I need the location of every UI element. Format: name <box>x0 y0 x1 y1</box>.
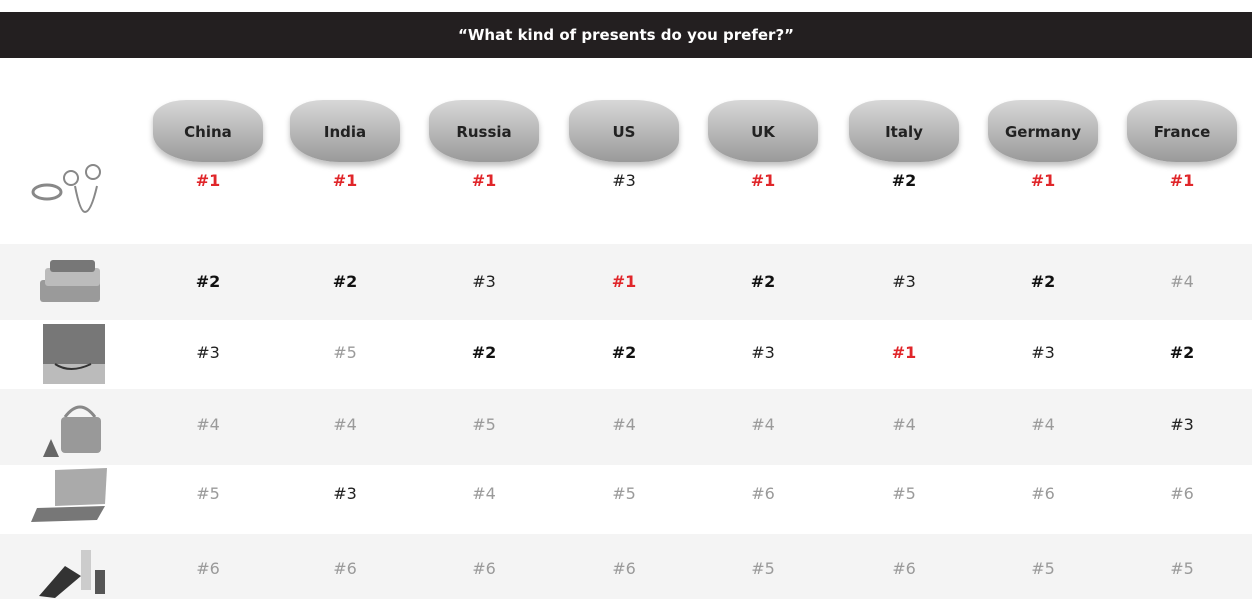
rank: #5 <box>1170 559 1194 578</box>
rank: #5 <box>751 559 775 578</box>
rank: #1 <box>611 272 637 291</box>
rank: #6 <box>892 559 916 578</box>
rank: #5 <box>612 484 636 503</box>
rank: #4 <box>472 484 496 503</box>
row-band <box>0 244 1252 320</box>
rank: #1 <box>471 171 497 190</box>
country-name: UK <box>751 123 775 141</box>
row-band <box>0 534 1252 599</box>
rank: #5 <box>472 415 496 434</box>
country-map <box>290 100 400 162</box>
rank: #2 <box>1030 272 1056 291</box>
rank: #6 <box>612 559 636 578</box>
country-map <box>988 100 1098 162</box>
rank: #4 <box>892 415 916 434</box>
rank: #3 <box>333 484 357 503</box>
jewelry-icon <box>31 164 101 214</box>
rank: #4 <box>1170 272 1194 291</box>
title: “What kind of presents do you prefer?” <box>0 12 1252 58</box>
handbag-icon <box>43 405 101 457</box>
rank: #2 <box>891 171 917 190</box>
rank: #1 <box>750 171 776 190</box>
rank: #6 <box>333 559 357 578</box>
country-map <box>569 100 679 162</box>
rank: #3 <box>892 272 916 291</box>
country-name: Italy <box>885 123 923 141</box>
country-map <box>849 100 959 162</box>
country-map <box>1127 100 1237 162</box>
rank: #5 <box>196 484 220 503</box>
country-map <box>708 100 818 162</box>
rank: #5 <box>892 484 916 503</box>
rank: #6 <box>472 559 496 578</box>
rank: #2 <box>1169 343 1195 362</box>
rank: #3 <box>1170 415 1194 434</box>
country-name: US <box>612 123 636 141</box>
country-name: India <box>323 123 367 141</box>
rank: #4 <box>196 415 220 434</box>
rank: #3 <box>196 343 220 362</box>
rank: #2 <box>471 343 497 362</box>
country-map <box>429 100 539 162</box>
country-name: Germany <box>1004 123 1082 141</box>
rank: #6 <box>1031 484 1055 503</box>
rank: #4 <box>1031 415 1055 434</box>
rank: #4 <box>751 415 775 434</box>
cosmetics-icon <box>39 550 105 598</box>
money-icon <box>40 260 100 302</box>
rank: #1 <box>195 171 221 190</box>
rank: #4 <box>333 415 357 434</box>
country-name: Russia <box>456 123 512 141</box>
rank: #1 <box>332 171 358 190</box>
rank: #5 <box>333 343 357 362</box>
rank: #1 <box>1169 171 1195 190</box>
rank: #1 <box>891 343 917 362</box>
rank: #3 <box>751 343 775 362</box>
rank: #6 <box>1170 484 1194 503</box>
rank: #1 <box>1030 171 1056 190</box>
rank: #4 <box>612 415 636 434</box>
rank: #2 <box>750 272 776 291</box>
beach-icon <box>43 324 105 384</box>
country-map <box>153 100 263 162</box>
rank: #5 <box>1031 559 1055 578</box>
country-name: China <box>184 123 232 141</box>
rank: #3 <box>472 272 496 291</box>
rank: #2 <box>195 272 221 291</box>
rank: #3 <box>1031 343 1055 362</box>
rank: #2 <box>332 272 358 291</box>
country-name: France <box>1153 123 1211 141</box>
row-band <box>0 389 1252 465</box>
laptop-icon <box>31 468 107 522</box>
rank: #6 <box>751 484 775 503</box>
rank: #2 <box>611 343 637 362</box>
rank: #6 <box>196 559 220 578</box>
rank: #3 <box>612 171 636 190</box>
